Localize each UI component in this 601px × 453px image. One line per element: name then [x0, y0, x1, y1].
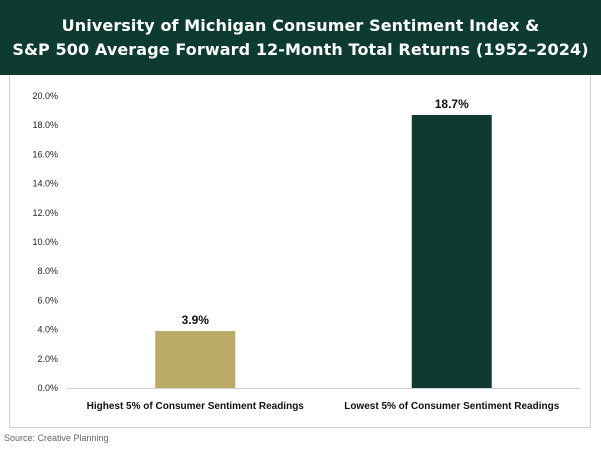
y-tick-label: 8.0% — [37, 266, 58, 276]
chart-title-line-1: University of Michigan Consumer Sentimen… — [61, 15, 540, 35]
chart-title-banner: University of Michigan Consumer Sentimen… — [0, 0, 601, 75]
chart-title-line-2: S&P 500 Average Forward 12-Month Total R… — [12, 39, 589, 59]
data-label: 3.9% — [182, 313, 210, 327]
bar-highest-5pct — [155, 331, 236, 388]
y-tick-label: 2.0% — [37, 354, 58, 364]
y-tick-label: 18.0% — [32, 120, 58, 130]
bar-lowest-5pct — [411, 114, 492, 388]
y-tick-label: 14.0% — [32, 179, 58, 189]
y-tick-label: 6.0% — [37, 295, 58, 305]
y-tick-label: 20.0% — [32, 91, 58, 101]
y-tick-label: 0.0% — [37, 383, 58, 393]
source-note: Source: Creative Planning — [4, 433, 109, 443]
y-tick-label: 16.0% — [32, 149, 58, 159]
x-category-label: Lowest 5% of Consumer Sentiment Readings — [344, 401, 559, 412]
x-category-label: Highest 5% of Consumer Sentiment Reading… — [87, 401, 305, 412]
y-tick-label: 10.0% — [32, 237, 58, 247]
y-tick-label: 4.0% — [37, 325, 58, 335]
chart-frame — [9, 75, 591, 428]
y-tick-label: 12.0% — [32, 208, 58, 218]
data-label: 18.7% — [435, 97, 469, 111]
